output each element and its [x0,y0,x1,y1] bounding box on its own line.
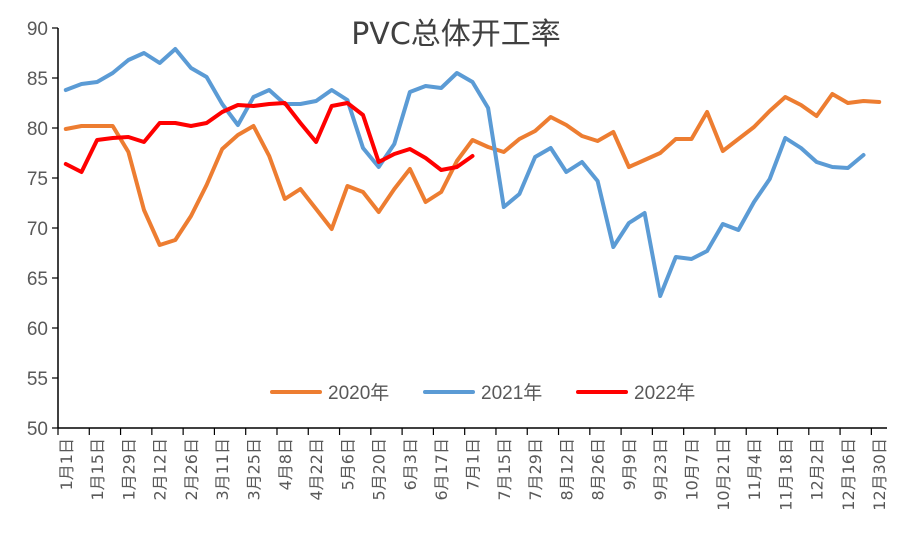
y-tick-label: 65 [27,269,48,290]
y-tick-label: 90 [27,19,48,40]
x-tick-label: 9月9日 [620,438,639,490]
y-tick-label: 75 [27,169,48,190]
series-line-3 [63,101,475,174]
y-tick-label: 85 [27,69,48,90]
x-tick-label: 3月25日 [245,438,264,501]
x-tick-label: 1月29日 [119,438,138,501]
x-tick-label: 3月11日 [213,438,232,501]
x-tick-label: 4月8日 [276,438,295,490]
x-tick-label: 8月12日 [557,438,576,501]
x-tick-label: 1月15日 [88,438,107,501]
x-tick-label: 12月30日 [870,438,889,511]
y-tick-label: 60 [27,319,48,340]
series-line-1 [63,92,882,247]
x-tick-label: 4月22日 [307,438,326,501]
x-tick-label: 7月1日 [464,438,483,490]
y-tick-label: 55 [27,369,48,390]
legend: 2020年 2021年 2022年 [270,382,695,404]
series-lines [63,47,882,298]
x-tick-label: 1月1日 [57,438,76,490]
legend-label: 2020年 [328,382,389,404]
x-tick-label: 5月6日 [338,438,357,490]
legend-label: 2022年 [634,382,695,404]
x-tick-label: 5月20日 [370,438,389,501]
x-tick-label: 12月2日 [808,438,827,501]
y-axis: 50 55 60 65 70 75 80 85 90 [27,19,59,440]
x-tick-label: 8月26日 [589,438,608,501]
x-tick-label: 2月26日 [182,438,201,501]
x-tick-label: 11月18日 [776,438,795,511]
x-tick-label: 11月4日 [745,438,764,501]
legend-label: 2021年 [481,382,542,404]
x-tick-label: 12月16日 [839,438,858,511]
series-line-2 [63,47,866,298]
x-tick-label: 10月21日 [714,438,733,511]
x-axis: 1月1日 1月15日 1月29日 2月12日 2月26日 3月11日 3月25日 4月8日 4月… [57,427,889,511]
x-tick-label: 2月12日 [151,438,170,501]
x-tick-label: 10月7日 [682,438,701,501]
chart-title: PVC总体开工率 [351,17,561,52]
x-tick-label: 6月17日 [432,438,451,501]
x-tick-label: 9月23日 [651,438,670,501]
y-tick-label: 70 [27,219,48,240]
y-tick-label: 50 [27,419,48,440]
x-tick-label: 6月3日 [401,438,420,490]
y-tick-label: 80 [27,119,48,140]
x-tick-label: 7月29日 [526,438,545,501]
x-tick-label: 7月15日 [495,438,514,501]
